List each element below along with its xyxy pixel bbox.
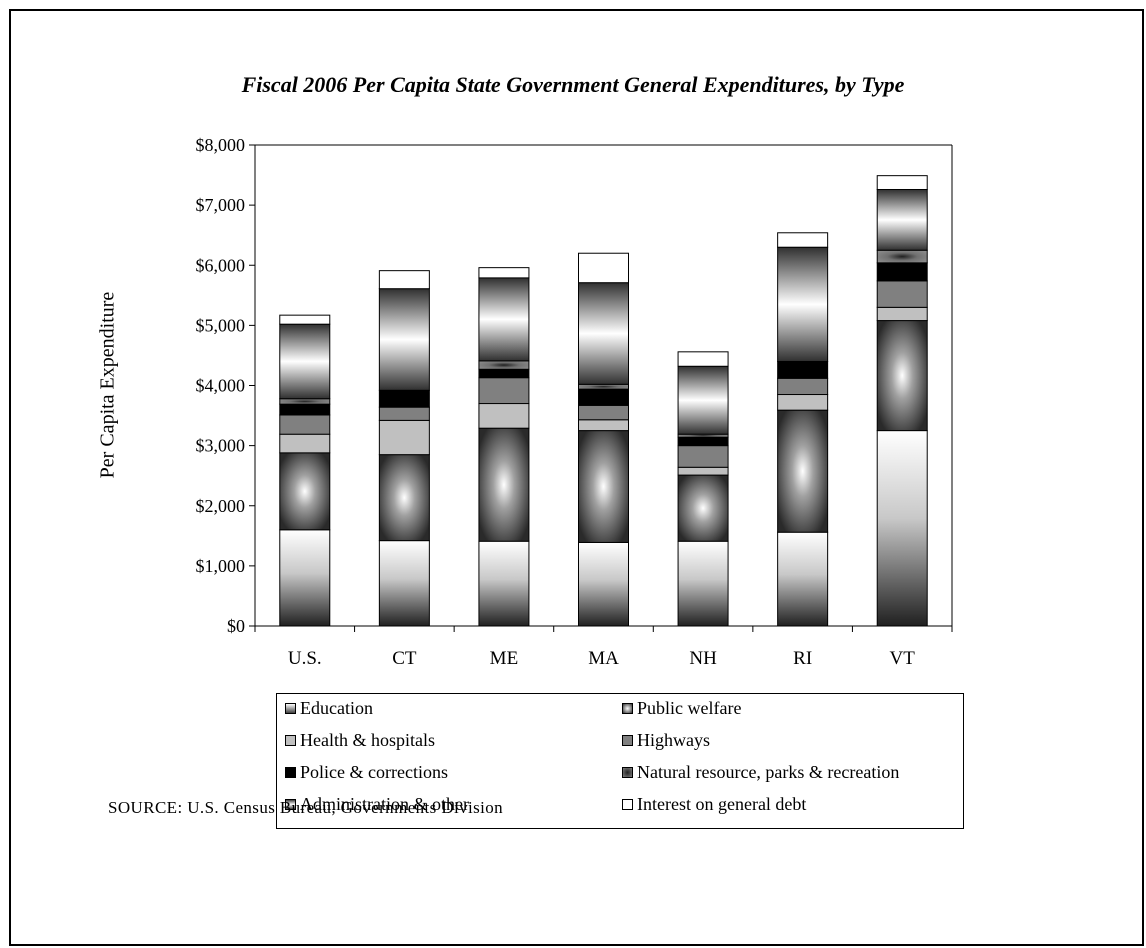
- y-tick-label: $2,000: [196, 496, 246, 516]
- bar-segment-admin: [478, 277, 530, 362]
- x-tick-label: RI: [793, 648, 812, 669]
- legend-label-police: Police & corrections: [300, 762, 448, 782]
- bar-segment-admin: [279, 323, 331, 400]
- x-tick-label: ME: [490, 648, 519, 669]
- bar-segment-health: [677, 466, 729, 476]
- bar-segment-education: [478, 540, 530, 627]
- bar-segment-police: [378, 389, 430, 408]
- bar-segment-interest: [677, 351, 729, 367]
- chart-title: Fiscal 2006 Per Capita State Government …: [241, 72, 905, 97]
- y-tick-label: $6,000: [196, 255, 246, 275]
- legend-swatch-highways: [622, 735, 633, 746]
- bar-segment-public_welfare: [378, 454, 430, 542]
- bar-segment-health: [578, 419, 629, 432]
- bar-segment-interest: [478, 267, 530, 279]
- bar-segment-health: [279, 433, 331, 454]
- legend-swatch-interest: [622, 799, 633, 810]
- x-tick-label: NH: [689, 648, 717, 669]
- bar-segment-highways: [478, 377, 530, 405]
- bar-segment-police: [876, 262, 928, 282]
- legend-swatch-public-welfare: [622, 703, 633, 714]
- y-tick-label: $5,000: [196, 315, 246, 335]
- legend-label-education: Education: [300, 698, 373, 718]
- x-tick-label: U.S.: [288, 648, 322, 669]
- bar-segment-natural: [578, 383, 629, 390]
- legend-item-interest: Interest on general debt: [622, 794, 806, 815]
- legend-label-admin: Administration & other: [300, 794, 469, 814]
- y-tick-label: $1,000: [196, 556, 246, 576]
- bar-segment-interest: [578, 252, 629, 284]
- bar-segment-interest: [876, 175, 928, 190]
- legend-swatch-education: [285, 703, 296, 714]
- bar-segment-police: [777, 360, 829, 379]
- source-note: SOURCE: U.S. Census Bureau, Governments …: [108, 798, 504, 817]
- bar-segment-natural: [279, 398, 331, 405]
- y-tick-label: $3,000: [196, 436, 246, 456]
- bar-segment-public_welfare: [677, 474, 729, 542]
- bar-segment-education: [777, 531, 829, 627]
- legend-item-public-welfare: Public welfare: [622, 698, 741, 719]
- legend-label-highways: Highways: [637, 730, 710, 750]
- bar-segment-public_welfare: [478, 427, 530, 542]
- bar-segment-education: [578, 541, 629, 627]
- bar-segment-admin: [578, 282, 629, 385]
- bar-segment-interest: [777, 232, 829, 248]
- bar-segment-public_welfare: [777, 409, 829, 533]
- bar-segment-education: [677, 540, 729, 627]
- bar-segment-health: [777, 394, 829, 411]
- legend-item-admin: Administration & other: [285, 794, 469, 815]
- bar-segment-police: [279, 403, 331, 416]
- bar-segment-police: [478, 368, 530, 379]
- legend-label-public-welfare: Public welfare: [637, 698, 742, 718]
- bar-segment-education: [279, 529, 331, 627]
- x-tick-label: VT: [890, 648, 916, 669]
- legend-swatch-police: [285, 767, 296, 778]
- bar-segment-highways: [677, 445, 729, 468]
- bar-segment-highways: [279, 414, 331, 435]
- bar-segment-police: [677, 436, 729, 447]
- bar-segment-interest: [279, 314, 331, 325]
- x-tick-label: CT: [392, 648, 417, 669]
- legend: Education Public welfare Health & hospit…: [276, 693, 964, 829]
- bar-segment-highways: [378, 406, 430, 421]
- legend-label-natural: Natural resource, parks & recreation: [637, 762, 900, 782]
- y-tick-label: $4,000: [196, 376, 246, 396]
- bar-segment-education: [876, 430, 928, 627]
- bar-segment-education: [378, 540, 430, 627]
- bar-segment-highways: [578, 404, 629, 421]
- y-tick-label: $0: [227, 616, 245, 636]
- legend-swatch-admin: [285, 799, 296, 810]
- bar-segment-admin: [777, 246, 829, 362]
- bar-segment-health: [478, 403, 530, 429]
- x-tick-label: MA: [588, 648, 619, 669]
- bar-segment-admin: [677, 365, 729, 435]
- bar-segment-highways: [777, 377, 829, 396]
- bar-segment-natural: [478, 360, 530, 370]
- bar-segment-public_welfare: [279, 452, 331, 531]
- bar-segment-police: [578, 388, 629, 406]
- bar-segment-health: [378, 419, 430, 456]
- bar-segment-admin: [378, 288, 430, 391]
- legend-item-health: Health & hospitals: [285, 730, 435, 751]
- legend-item-police: Police & corrections: [285, 762, 448, 783]
- bar-segment-highways: [876, 280, 928, 308]
- bar-segment-natural: [876, 249, 928, 264]
- bar-segment-public_welfare: [578, 430, 629, 543]
- y-tick-label: $8,000: [196, 135, 246, 155]
- bar-segment-health: [876, 306, 928, 322]
- legend-label-interest: Interest on general debt: [637, 794, 807, 814]
- y-tick-label: $7,000: [196, 195, 246, 215]
- legend-item-education: Education: [285, 698, 373, 719]
- legend-label-health: Health & hospitals: [300, 730, 435, 750]
- legend-swatch-health: [285, 735, 296, 746]
- bar-segment-interest: [378, 270, 430, 290]
- legend-item-highways: Highways: [622, 730, 710, 751]
- bar-segment-public_welfare: [876, 320, 928, 432]
- legend-item-natural: Natural resource, parks & recreation: [622, 762, 899, 783]
- bar-segment-admin: [876, 188, 928, 251]
- legend-swatch-natural: [622, 767, 633, 778]
